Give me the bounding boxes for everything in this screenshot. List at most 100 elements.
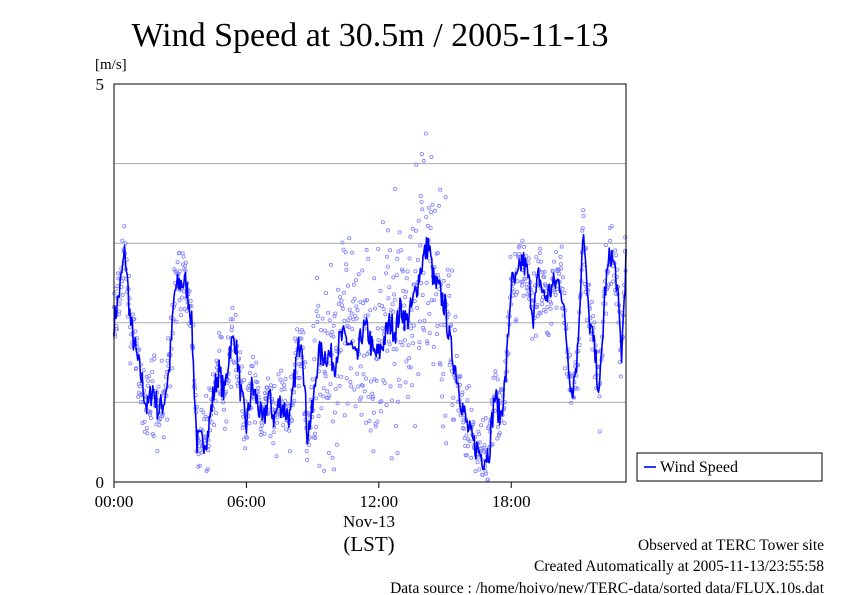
data-point [491, 375, 496, 380]
data-point [581, 213, 586, 218]
data-point [604, 311, 609, 316]
data-point [623, 235, 628, 240]
data-point [325, 389, 330, 394]
data-point [407, 356, 412, 361]
data-point [350, 327, 355, 332]
data-point [394, 347, 399, 352]
data-point [439, 377, 444, 382]
data-point [258, 426, 263, 431]
data-point [404, 276, 409, 281]
data-point [385, 348, 390, 353]
data-point [266, 376, 271, 381]
data-point [316, 414, 321, 419]
data-point [340, 306, 345, 311]
data-point [114, 327, 119, 332]
data-point [608, 238, 613, 243]
data-point [425, 341, 430, 346]
data-point [313, 436, 318, 441]
data-point [123, 241, 128, 246]
data-point [419, 152, 424, 157]
data-point [513, 251, 518, 256]
footer-created-timestamp: Created Automatically at 2005-11-13/23:5… [534, 558, 824, 575]
data-point [148, 409, 153, 414]
data-point [177, 250, 182, 255]
data-point [177, 269, 182, 274]
data-point [471, 419, 476, 424]
data-point [344, 376, 349, 381]
data-point [458, 374, 463, 379]
data-point [246, 387, 251, 392]
data-point [388, 248, 393, 253]
data-point [592, 320, 597, 325]
data-point [383, 312, 388, 317]
data-point [169, 366, 174, 371]
data-point [245, 435, 250, 440]
data-point [150, 369, 155, 374]
data-point [403, 380, 408, 385]
data-point [374, 357, 379, 362]
data-point [145, 383, 150, 388]
data-point [128, 361, 133, 366]
data-point [283, 427, 288, 432]
data-point [515, 279, 520, 284]
data-point [338, 348, 343, 353]
data-point [356, 384, 361, 389]
data-point [554, 287, 559, 292]
data-point [580, 226, 585, 231]
data-point [341, 290, 346, 295]
data-point [429, 298, 434, 303]
data-point [115, 283, 120, 288]
data-point [447, 293, 452, 298]
data-point [475, 460, 480, 465]
data-point [240, 425, 245, 430]
data-point [196, 452, 201, 457]
data-point [355, 371, 360, 376]
data-point [314, 309, 319, 314]
data-point [363, 376, 368, 381]
data-point [345, 283, 350, 288]
data-point [179, 295, 184, 300]
data-point [451, 395, 456, 400]
gridlines [114, 163, 626, 403]
data-point [418, 243, 423, 248]
data-point [230, 305, 235, 310]
data-point [254, 360, 259, 365]
data-point [353, 278, 358, 283]
data-point [581, 208, 586, 213]
data-point [384, 271, 389, 276]
data-point [179, 313, 184, 318]
data-point [434, 331, 439, 336]
data-point [459, 392, 464, 397]
data-point [449, 323, 454, 328]
data-point [496, 424, 501, 429]
data-point [150, 431, 155, 436]
data-point [181, 254, 186, 259]
data-point [364, 298, 369, 303]
data-point [517, 243, 522, 248]
data-point [295, 327, 300, 332]
data-point [165, 358, 170, 363]
data-point [333, 386, 338, 391]
data-point [411, 323, 416, 328]
data-point [356, 272, 361, 277]
y-tick-label-max: 5 [96, 75, 105, 94]
data-point [373, 421, 378, 426]
data-point [533, 333, 538, 338]
data-point [361, 301, 366, 306]
data-point [148, 416, 153, 421]
data-point [321, 386, 326, 391]
data-point [160, 413, 165, 418]
data-point [312, 338, 317, 343]
data-point [423, 131, 428, 136]
data-point [342, 413, 347, 418]
data-point [343, 250, 348, 255]
data-point [368, 379, 373, 384]
data-point [210, 372, 215, 377]
data-point [317, 463, 322, 468]
data-point [477, 467, 482, 472]
data-point [542, 269, 547, 274]
data-point [181, 289, 186, 294]
data-point [134, 366, 139, 371]
data-point [120, 238, 125, 243]
footer-data-source: Data source : /home/hoivo/new/TERC-data/… [390, 580, 825, 595]
